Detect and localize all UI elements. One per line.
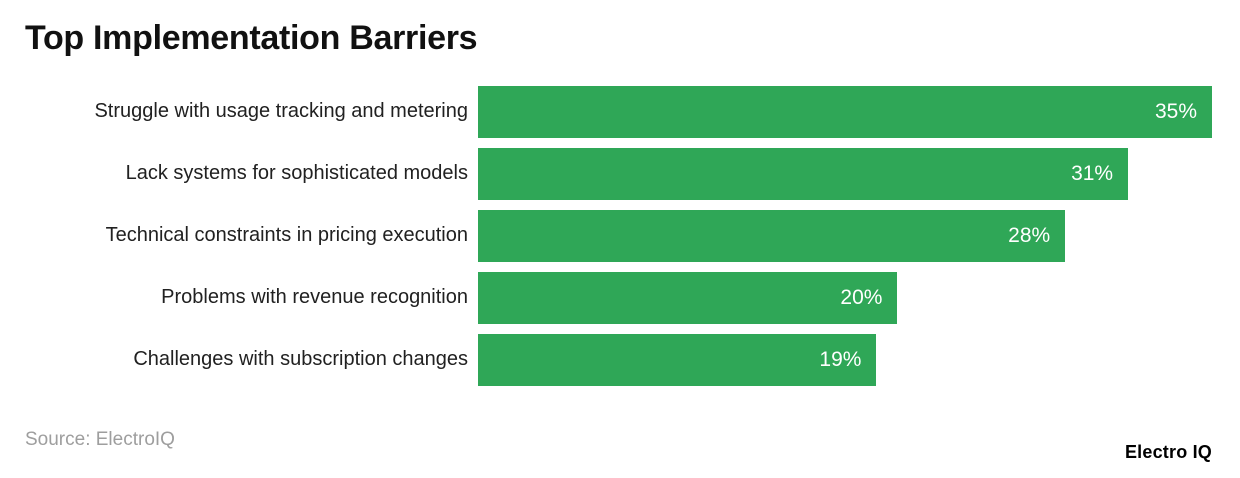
bar-track: 31% <box>478 147 1212 200</box>
source-text: Source: ElectroIQ <box>25 428 175 450</box>
bar-chart: Struggle with usage tracking and meterin… <box>25 85 1212 386</box>
bar-row: Technical constraints in pricing executi… <box>25 209 1212 262</box>
brand-logo: Electro IQ <box>1124 441 1212 462</box>
bar: 20% <box>478 271 898 324</box>
bar-row: Lack systems for sophisticated models 31% <box>25 147 1212 200</box>
bar-value-label: 35% <box>1154 99 1197 123</box>
chart-title: Top Implementation Barriers <box>25 19 478 57</box>
bar-track: 35% <box>478 85 1212 138</box>
bar-category-label: Struggle with usage tracking and meterin… <box>94 100 468 123</box>
bar-category-label: Challenges with subscription changes <box>133 348 468 371</box>
bar-track: 20% <box>478 271 1212 324</box>
bar-row: Struggle with usage tracking and meterin… <box>25 85 1212 138</box>
bar: 19% <box>478 333 877 386</box>
bar-track: 28% <box>478 209 1212 262</box>
bar-value-label: 31% <box>1071 161 1114 185</box>
bar-row: Challenges with subscription changes 19% <box>25 333 1212 386</box>
bar: 28% <box>478 209 1066 262</box>
bar: 31% <box>478 147 1129 200</box>
bar-track: 19% <box>478 333 1212 386</box>
bar: 35% <box>478 85 1212 138</box>
bar-category-label: Technical constraints in pricing executi… <box>105 224 468 247</box>
bar-value-label: 19% <box>819 347 862 371</box>
bar-category-label: Lack systems for sophisticated models <box>125 162 468 185</box>
bar-value-label: 28% <box>1008 223 1051 247</box>
bar-value-label: 20% <box>840 285 883 309</box>
chart-footer: Source: ElectroIQ Electro IQ <box>25 429 1212 463</box>
bar-category-label: Problems with revenue recognition <box>161 286 468 309</box>
bar-row: Problems with revenue recognition 20% <box>25 271 1212 324</box>
